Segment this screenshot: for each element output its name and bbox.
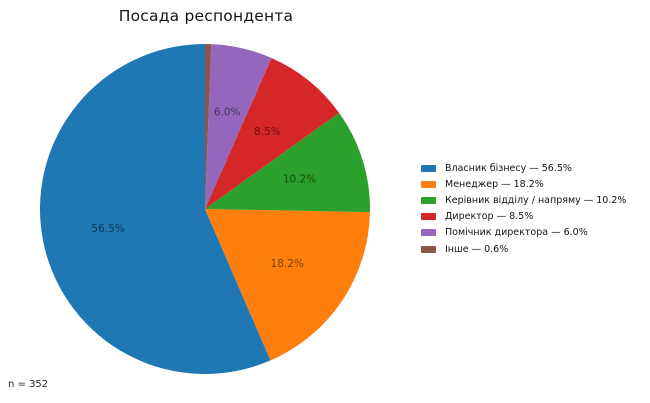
legend-swatch-icon	[421, 229, 436, 237]
legend-item-4: Помічник директора — 6.0%	[421, 225, 626, 241]
pie-pct-label-0: 56.5%	[91, 223, 124, 235]
pie-slice-2	[205, 112, 370, 213]
legend: Власник бізнесу — 56.5% Менеджер — 18.2% К…	[421, 160, 626, 257]
legend-label: Менеджер — 18.2%	[445, 178, 544, 190]
pie-slice-5	[205, 44, 212, 209]
legend-item-2: Керівник відділу / напряму — 10.2%	[421, 192, 626, 208]
legend-swatch-icon	[421, 164, 436, 172]
legend-item-0: Власник бізнесу — 56.5%	[421, 160, 626, 176]
chart-title: Посада респондента	[118, 7, 294, 25]
legend-label: Інше — 0.6%	[445, 243, 509, 255]
pie-slice-3	[205, 57, 340, 209]
legend-swatch-icon	[421, 180, 436, 188]
legend-label: Власник бізнесу — 56.5%	[445, 162, 572, 174]
pie-slice-4	[205, 44, 272, 210]
legend-item-1: Менеджер — 18.2%	[421, 176, 626, 192]
legend-swatch-icon	[421, 245, 436, 253]
legend-label: Керівник відділу / напряму — 10.2%	[445, 194, 627, 206]
pie-pct-label-4: 6.0%	[214, 107, 241, 119]
legend-item-3: Директор — 8.5%	[421, 209, 626, 225]
pie-pct-label-3: 8.5%	[254, 126, 281, 138]
pie-slice-1	[205, 209, 370, 361]
legend-swatch-icon	[421, 196, 436, 204]
legend-swatch-icon	[421, 213, 436, 221]
pie-pct-label-2: 10.2%	[283, 174, 316, 186]
pie-pct-label-1: 18.2%	[271, 258, 304, 270]
sample-size-note: n = 352	[8, 379, 49, 390]
legend-label: Директор — 8.5%	[445, 211, 534, 223]
legend-item-5: Інше — 0.6%	[421, 241, 626, 257]
pie-slice-0	[40, 44, 271, 374]
legend-label: Помічник директора — 6.0%	[445, 227, 588, 239]
